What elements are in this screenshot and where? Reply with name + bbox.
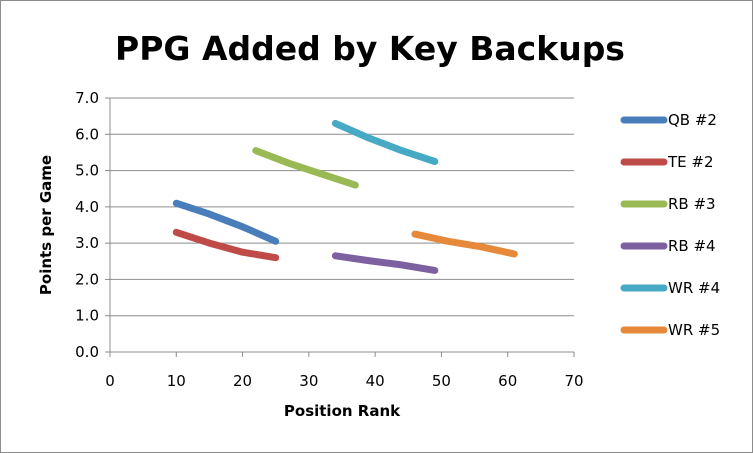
y-tick-label: 1.0	[75, 307, 99, 325]
y-tick-label: 2.0	[75, 270, 99, 288]
x-tick-label: 30	[299, 372, 318, 390]
y-tick-label: 0.0	[75, 343, 99, 361]
series-line-wr-5	[411, 230, 518, 258]
x-axis-title: Position Rank	[284, 402, 401, 420]
x-tick-label: 0	[105, 372, 115, 390]
x-tick-label: 10	[167, 372, 186, 390]
series-line-rb-3	[252, 147, 359, 189]
y-tick-label: 7.0	[75, 89, 99, 107]
series-line-rb-4	[331, 252, 439, 274]
legend: QB #2 TE #2 RB #3 RB #4 WR #4 WR #5	[620, 111, 720, 339]
y-tick-label: 5.0	[75, 162, 99, 180]
y-tick-label: 6.0	[75, 125, 99, 143]
x-tick-label: 50	[432, 372, 451, 390]
gridlines	[110, 97, 574, 317]
legend-label-rb-4: RB #4	[668, 237, 716, 255]
axes	[105, 97, 575, 357]
series-line-wr-4	[331, 119, 439, 165]
legend-label-wr-5: WR #5	[668, 321, 720, 339]
y-tick-labels: 0.0 1.0 2.0 3.0 4.0 5.0 6.0 7.0	[75, 89, 99, 361]
chart-title: PPG Added by Key Backups	[115, 29, 625, 68]
legend-label-qb-2: QB #2	[668, 111, 717, 129]
legend-label-rb-3: RB #3	[668, 195, 716, 213]
series-line-te-2	[172, 228, 280, 262]
x-tick-label: 20	[233, 372, 252, 390]
legend-label-te-2: TE #2	[667, 153, 714, 171]
y-tick-label: 3.0	[75, 234, 99, 252]
series-lines	[172, 119, 518, 274]
series-line-qb-2	[172, 199, 280, 245]
legend-label-wr-4: WR #4	[668, 279, 720, 297]
x-tick-labels: 0 10 20 30 40 50 60 70	[105, 372, 583, 390]
x-tick-label: 40	[366, 372, 385, 390]
y-tick-label: 4.0	[75, 198, 99, 216]
x-tick-label: 70	[564, 372, 583, 390]
y-axis-title: Points per Game	[37, 155, 55, 295]
x-tick-label: 60	[498, 372, 517, 390]
